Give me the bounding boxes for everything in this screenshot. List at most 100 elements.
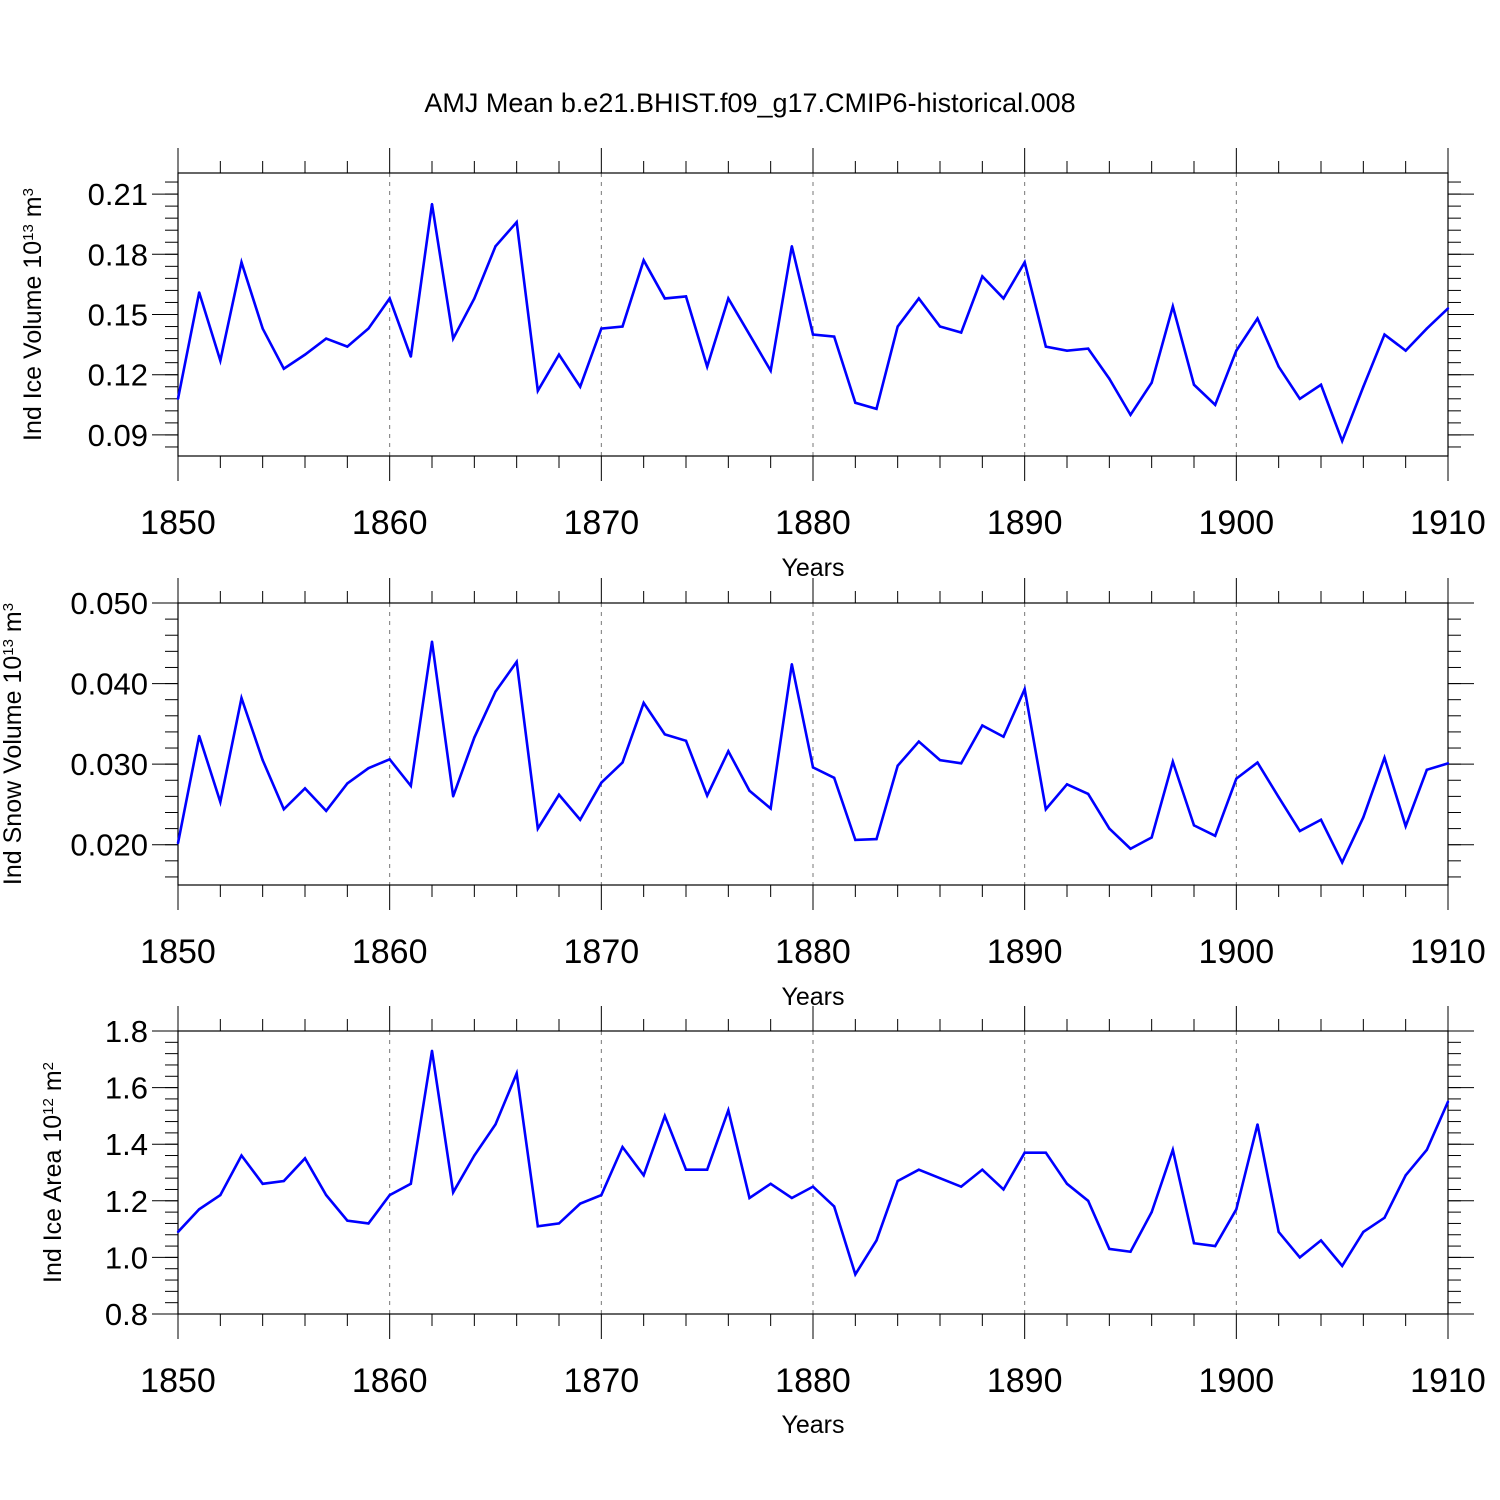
snow-volume-data-point [832,776,836,780]
snow-volume-data-point [727,750,730,753]
ice-volume-data-point [282,367,286,370]
snow-volume-plot-frame [177,602,1449,886]
snow-volume-data-point [748,789,751,792]
ice-area-data-point [451,1191,455,1194]
snow-volume-y-tick-label: 0.040 [70,667,148,702]
ice-volume-data-point [388,297,391,300]
ice-volume-data-point [1340,439,1344,443]
ice-volume-data-point [430,202,434,206]
ice-volume-data-point [938,325,942,328]
ice-area-data-point [1340,1264,1344,1268]
ice-area-data-point [1044,1151,1048,1154]
ice-volume-data-point [1213,403,1217,407]
ice-area-y-tick-label: 1.6 [105,1071,148,1106]
ice-volume-data-point [790,245,794,248]
ice-area-data-point [1023,1151,1026,1154]
snow-volume-data-point [705,794,709,797]
snow-volume-data-point [1404,824,1407,828]
ice-area-data-point [367,1222,370,1225]
snow-volume-data-point [1256,761,1259,764]
ice-area-x-tick-label: 1870 [564,1362,640,1400]
ice-area-data-point [1129,1250,1132,1253]
ice-area-y-tick-label: 0.8 [105,1297,148,1332]
panel-ice-area: 0.8 1.0 1.2 1.4 1.6 1.8 1850 1860 1870 1880 1890 19… [39,1006,1486,1439]
ice-volume-data-point [1108,377,1111,380]
ice-volume-data-point [494,245,497,248]
ice-volume-data-point [1256,317,1259,320]
snow-volume-data-point [854,838,857,842]
snow-volume-data-point [663,733,667,736]
ice-volume-data-point [684,295,688,298]
ice-area-y-axis-label-exp: 12 [40,1098,57,1115]
snow-volume-data-point [1425,768,1429,771]
ice-volume-x-tick-label: 1910 [1410,504,1486,542]
ice-area-x-tick-label: 1850 [140,1362,216,1400]
ice-area-data-point [346,1219,349,1222]
ice-volume-data-point [1425,327,1429,330]
ice-volume-data-point [219,359,222,362]
snow-volume-data-point [938,758,942,762]
snow-volume-data-point [388,758,391,761]
snow-volume-data-point [1192,824,1196,827]
ice-area-y-tick-label: 1.4 [105,1127,148,1162]
snow-volume-data-point [1340,861,1344,864]
panel-snow-volume: 0.020 0.030 0.040 0.050 1850 1860 1870 1880 1890… [0,578,1486,1011]
ice-area-data-point [748,1196,751,1200]
snow-volume-y-axis-label-exp: 13 [0,639,17,656]
snow-volume-data-point [557,793,561,796]
snow-volume-data-point [197,734,201,738]
snow-volume-data-point [621,761,624,764]
ice-area-data-point [663,1114,667,1118]
ice-volume-data-point [896,325,899,328]
ice-volume-data-point [261,327,264,330]
ice-volume-data-point [875,407,878,411]
snow-volume-data-point [875,837,878,841]
ice-volume-data-point [642,259,645,262]
ice-volume-data-point [600,327,603,330]
ice-area-data-point [578,1202,582,1205]
ice-volume-y-axis-label: Ind Ice Volume 1013 m3 [19,188,47,441]
ice-volume-x-tick-label: 1880 [775,504,851,542]
snow-volume-x-tick-label: 1890 [987,933,1063,971]
ice-area-data-point [769,1182,772,1186]
ice-area-data-point [176,1230,180,1234]
ice-volume-x-tick-label: 1890 [987,504,1063,542]
snow-volume-x-tick-label: 1910 [1410,933,1486,971]
snow-volume-data-point [811,766,815,769]
snow-volume-data-point [1277,795,1280,799]
ice-area-data-point [473,1154,476,1157]
snow-volume-data-point [409,784,413,788]
ice-area-data-point [705,1168,709,1171]
snow-volume-x-tick-label: 1900 [1199,933,1275,971]
ice-volume-data-point [324,337,328,340]
ice-volume-plot-frame [177,172,1449,457]
snow-volume-data-point [536,827,540,830]
ice-volume-x-tick-label: 1900 [1199,504,1275,542]
ice-volume-data-point [769,369,772,372]
snow-volume-data-point [473,736,476,739]
ice-area-data-point [409,1182,413,1186]
ice-area-data-point [684,1168,688,1171]
ice-volume-data-point [473,297,476,300]
ice-volume-data-point [303,353,307,356]
snow-volume-data-point [451,795,455,798]
snow-volume-x-tick-label: 1870 [564,933,640,971]
ice-volume-data-point [346,345,349,348]
snow-volume-data-point [790,663,794,666]
snow-volume-y-tick-label: 0.020 [70,828,148,863]
ice-volume-data-point [621,325,624,328]
ice-area-data-point [303,1157,307,1160]
ice-area-data-point [790,1196,794,1200]
ice-area-data-point [1319,1239,1323,1242]
ice-area-x-axis-label: Years [781,1411,844,1439]
ice-area-y-axis-label-prefix: Ind Ice Area 10 [39,1115,67,1283]
ice-volume-y-tick-label: 0.15 [88,298,148,333]
ice-volume-data-point [515,220,518,224]
ice-area-y-tick-label: 1.8 [105,1014,148,1049]
ice-volume-data-point [1235,349,1238,352]
snow-volume-data-point [1002,735,1005,738]
ice-volume-data-point [451,337,455,340]
ice-area-y-axis-label-unit-exp: 2 [40,1062,57,1070]
snow-volume-data-point [515,660,518,664]
ice-volume-data-point [1002,297,1005,300]
